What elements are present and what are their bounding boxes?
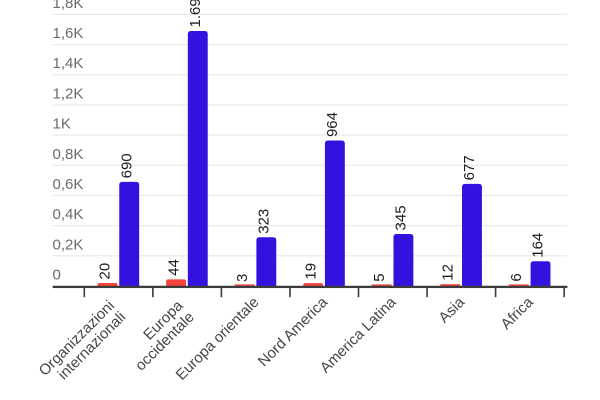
- svg-text:1K: 1K: [53, 116, 71, 133]
- svg-text:Europa orientale: Europa orientale: [173, 294, 263, 384]
- svg-text:1.69K: 1.69K: [187, 0, 204, 27]
- svg-text:Nord America: Nord America: [255, 293, 332, 370]
- svg-text:0,8K: 0,8K: [53, 146, 84, 163]
- svg-text:0: 0: [53, 267, 61, 284]
- svg-text:20: 20: [97, 263, 114, 280]
- svg-text:44: 44: [165, 259, 182, 276]
- svg-text:Africa: Africa: [498, 293, 538, 333]
- svg-text:12: 12: [439, 264, 456, 281]
- svg-text:164: 164: [530, 233, 547, 258]
- svg-text:19: 19: [302, 263, 319, 280]
- svg-text:964: 964: [324, 112, 341, 137]
- svg-text:690: 690: [118, 153, 135, 178]
- svg-text:323: 323: [256, 209, 273, 234]
- svg-text:1,2K: 1,2K: [53, 85, 84, 102]
- svg-text:0,4K: 0,4K: [53, 206, 84, 223]
- svg-text:Asia: Asia: [435, 293, 468, 326]
- svg-text:0,6K: 0,6K: [53, 176, 84, 193]
- svg-text:0,2K: 0,2K: [53, 236, 84, 253]
- svg-text:677: 677: [461, 155, 478, 180]
- svg-text:1,4K: 1,4K: [53, 55, 84, 72]
- svg-text:5: 5: [371, 273, 388, 281]
- svg-text:6: 6: [508, 273, 525, 281]
- svg-text:1,6K: 1,6K: [53, 25, 84, 42]
- svg-text:345: 345: [393, 205, 410, 230]
- svg-text:1,8K: 1,8K: [53, 0, 84, 12]
- svg-text:3: 3: [234, 274, 251, 282]
- svg-text:Organizzazioniinternazionali: Organizzazioniinternazionali: [36, 297, 129, 390]
